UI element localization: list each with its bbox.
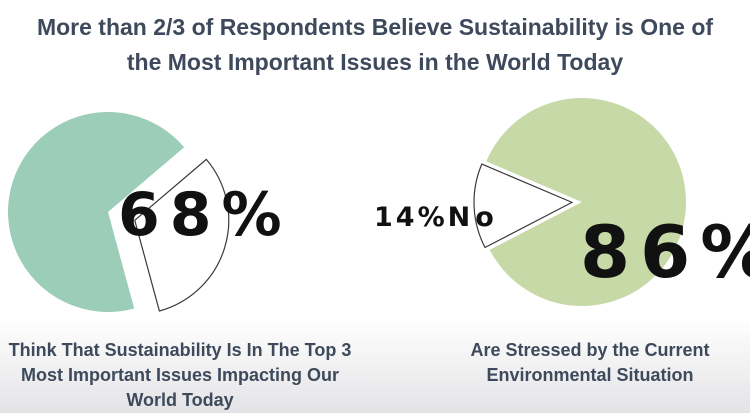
- bottom-shade: [0, 318, 750, 413]
- chart-title: More than 2/3 of Respondents Believe Sus…: [0, 10, 750, 80]
- pie-right-minor-text: No: [447, 202, 499, 233]
- pie-left-caption-line-3: World Today: [126, 390, 234, 410]
- pie-left-slice-0: [7, 112, 185, 313]
- pie-chart-right: [473, 97, 687, 306]
- pie-right-caption: Are Stressed by the Current Environmenta…: [420, 338, 750, 388]
- pie-chart-left: [7, 112, 230, 313]
- pie-left-slice-1: [134, 158, 230, 312]
- pie-left-percent-label: 68%: [118, 180, 292, 250]
- pie-right-slice-0: [486, 97, 687, 306]
- title-line-1: More than 2/3 of Respondents Believe Sus…: [36, 14, 714, 40]
- pie-right-caption-line-2: Environmental Situation: [486, 365, 694, 385]
- pie-left-caption-line-2: Most Important Issues Impacting Our: [20, 365, 340, 385]
- pie-right-percent-label: 86%: [580, 210, 750, 294]
- pie-left-caption-line-1: Think That Sustainability Is In The Top …: [8, 340, 352, 360]
- pie-right-slice-1: [473, 163, 574, 249]
- pie-right-minor-label: 14%No: [374, 202, 499, 233]
- pie-right-caption-line-1: Are Stressed by the Current: [470, 340, 710, 360]
- pie-left-caption: Think That Sustainability Is In The Top …: [0, 338, 390, 413]
- pie-right-minor-percent: 14%: [374, 202, 448, 233]
- title-line-2: the Most Important Issues in the World T…: [126, 49, 624, 75]
